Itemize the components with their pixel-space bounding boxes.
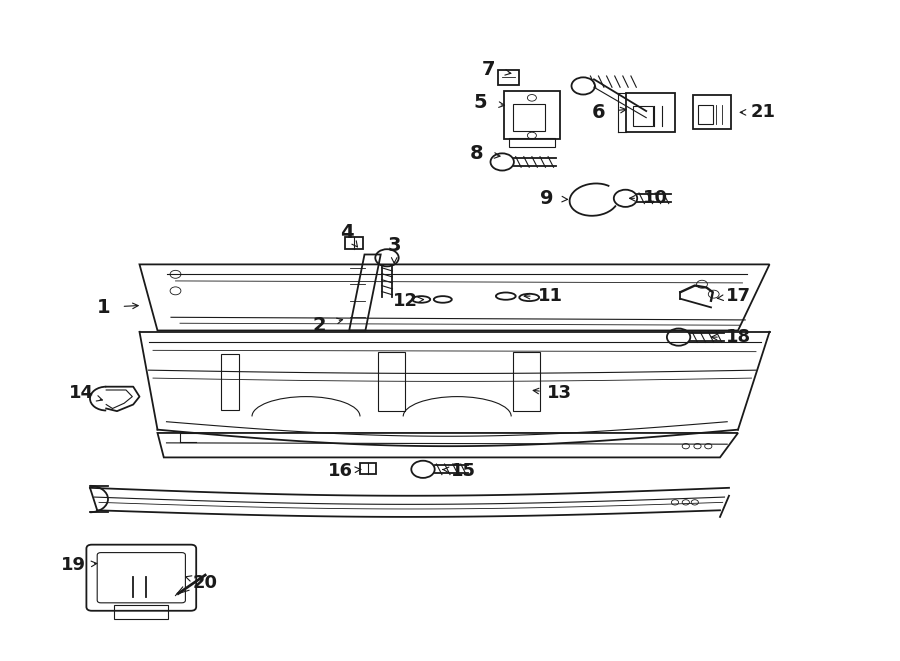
Text: 3: 3	[387, 237, 401, 255]
Text: 20: 20	[193, 574, 218, 592]
Text: 2: 2	[312, 316, 327, 334]
Bar	[633, 106, 652, 126]
Text: 1: 1	[96, 298, 111, 317]
Text: 17: 17	[725, 287, 751, 305]
Bar	[513, 104, 544, 131]
Bar	[693, 95, 731, 129]
Bar	[508, 138, 555, 147]
Bar	[504, 91, 560, 139]
Text: 6: 6	[591, 103, 606, 122]
Text: 12: 12	[392, 292, 418, 310]
Bar	[360, 463, 376, 474]
Bar	[626, 93, 675, 132]
Text: 15: 15	[451, 461, 476, 480]
Text: 16: 16	[328, 461, 353, 480]
Text: 11: 11	[538, 287, 563, 305]
Bar	[698, 105, 713, 124]
Text: 18: 18	[725, 328, 751, 346]
Text: 21: 21	[751, 103, 776, 122]
Text: 19: 19	[61, 556, 86, 574]
Text: 5: 5	[473, 93, 488, 112]
Text: 9: 9	[539, 189, 553, 208]
Bar	[498, 70, 519, 85]
Text: 10: 10	[643, 189, 668, 208]
Text: 8: 8	[470, 144, 484, 163]
Bar	[114, 605, 168, 619]
Text: 13: 13	[547, 384, 572, 403]
Bar	[345, 237, 363, 249]
Text: 14: 14	[68, 384, 94, 403]
Text: 4: 4	[339, 223, 354, 242]
Text: 7: 7	[482, 60, 496, 79]
